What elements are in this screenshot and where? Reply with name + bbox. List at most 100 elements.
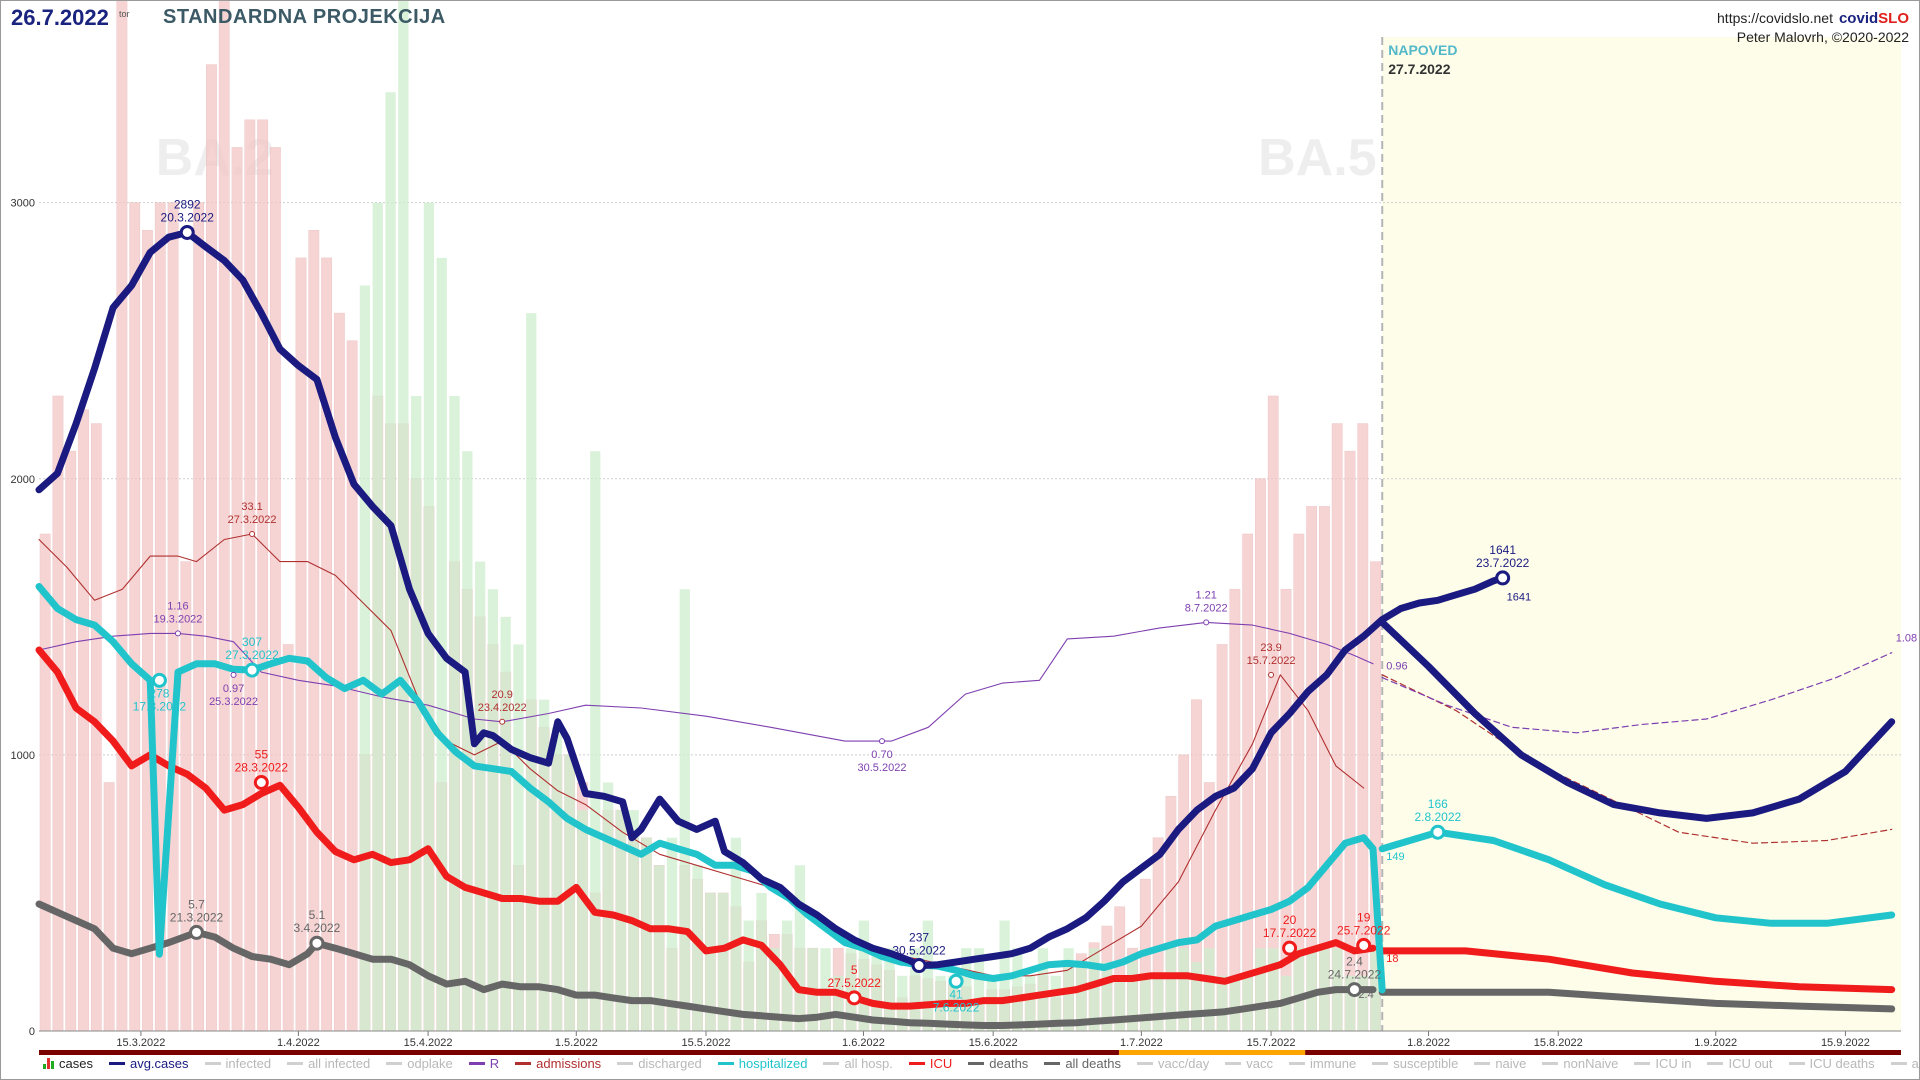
legend-item[interactable]: all ICU bbox=[1890, 1056, 1919, 1071]
admissions-peak-marker bbox=[499, 718, 506, 725]
legend-label: all infected bbox=[308, 1056, 371, 1071]
legend-item[interactable]: ICU deaths bbox=[1788, 1056, 1875, 1071]
discharged-bar bbox=[500, 616, 511, 1031]
legend-item[interactable]: discharged bbox=[617, 1056, 702, 1071]
discharged-bar bbox=[1216, 975, 1228, 1031]
hospitalized-peak-marker bbox=[1430, 824, 1446, 840]
deaths-line bbox=[35, 900, 1377, 1029]
legend-label: cases bbox=[59, 1056, 93, 1071]
discharged-bar bbox=[1344, 975, 1356, 1031]
legend-item[interactable]: avg.cases bbox=[108, 1056, 189, 1071]
legend-item[interactable]: all infected bbox=[287, 1056, 370, 1071]
legend-label: naive bbox=[1495, 1056, 1527, 1071]
y-tick-label: 0 bbox=[29, 1026, 35, 1038]
discharged-bar bbox=[1178, 948, 1189, 1031]
r-peak-date: 30.5.2022 bbox=[858, 762, 907, 774]
legend-item[interactable]: susceptible bbox=[1372, 1056, 1458, 1071]
hospitalized-peak-date: 27.3.2022 bbox=[225, 648, 279, 662]
discharged-bar bbox=[474, 561, 486, 1031]
avg_cases-peak-value: 1641 bbox=[1489, 543, 1516, 557]
legend-swatch bbox=[1225, 1062, 1242, 1065]
legend-swatch bbox=[1890, 1062, 1907, 1065]
icu-peak-date: 27.5.2022 bbox=[828, 976, 882, 990]
discharged-bar bbox=[577, 810, 588, 1031]
legend-item[interactable]: ICU in bbox=[1634, 1056, 1691, 1071]
legend-item[interactable]: hospitalized bbox=[717, 1056, 807, 1071]
discharged-bar bbox=[551, 727, 563, 1031]
hospitalized-peak-date: 2.8.2022 bbox=[1414, 810, 1461, 824]
legend-swatch bbox=[617, 1062, 634, 1065]
icu-peak-date: 28.3.2022 bbox=[235, 761, 289, 775]
discharged-bar bbox=[871, 948, 882, 1031]
deaths-peak-marker bbox=[309, 935, 325, 951]
hospitalized-peak-value: 166 bbox=[1428, 797, 1448, 811]
legend-item[interactable]: vacc bbox=[1225, 1056, 1273, 1071]
discharged-bar bbox=[666, 837, 678, 1031]
avg_cases-line bbox=[35, 229, 1507, 970]
deaths-forecast-line bbox=[1378, 988, 1896, 1013]
r-peak-value: 1.16 bbox=[167, 600, 188, 612]
legend-label: all ICU bbox=[1911, 1056, 1919, 1071]
legend-item[interactable]: admissions bbox=[515, 1056, 601, 1071]
legend-item[interactable]: R bbox=[468, 1056, 499, 1071]
legend-label: all hosp. bbox=[844, 1056, 893, 1071]
cases-bar bbox=[103, 782, 115, 1032]
discharged-bar bbox=[705, 892, 716, 1031]
icu-peak-marker bbox=[253, 775, 269, 790]
cases-bar bbox=[39, 533, 51, 1032]
legend-swatch bbox=[1542, 1062, 1559, 1065]
x-tick-label: 1.7.2022 bbox=[1120, 1037, 1163, 1049]
legend-item[interactable]: vacc/day bbox=[1136, 1056, 1209, 1071]
icu-peak-marker bbox=[1282, 940, 1298, 956]
legend-item[interactable]: cases bbox=[43, 1056, 93, 1071]
legend-item[interactable]: ICU bbox=[908, 1056, 952, 1071]
discharged-bar bbox=[436, 257, 447, 1031]
icu-forecast-line bbox=[1378, 947, 1896, 994]
legend-item[interactable]: all hosp. bbox=[823, 1056, 893, 1071]
forecast-label: NAPOVED bbox=[1388, 42, 1457, 58]
hospitalized-end-label: 149 bbox=[1386, 851, 1404, 863]
legend-label: admissions bbox=[536, 1056, 602, 1071]
discharged-bar bbox=[1357, 975, 1368, 1031]
legend-item[interactable]: odplake bbox=[386, 1056, 453, 1071]
r-peak-value: 0.97 bbox=[223, 683, 244, 695]
legend-item[interactable]: naive bbox=[1474, 1056, 1526, 1071]
legend-item[interactable]: all deaths bbox=[1044, 1056, 1121, 1071]
y-tick-label: 1000 bbox=[11, 750, 35, 762]
icu-peak-value: 20 bbox=[1283, 913, 1297, 927]
site-link[interactable]: https://covidslo.net bbox=[1717, 10, 1833, 26]
legend-item[interactable]: ICU out bbox=[1707, 1056, 1773, 1071]
discharged-bar bbox=[359, 285, 371, 1031]
icu-line bbox=[35, 646, 1377, 1010]
legend-item[interactable]: infected bbox=[204, 1056, 271, 1071]
legend-label: discharged bbox=[638, 1056, 702, 1071]
cases-bar bbox=[116, 1, 128, 1032]
admissions-line bbox=[38, 533, 1365, 977]
legend-item[interactable]: deaths bbox=[968, 1056, 1028, 1071]
r-line bbox=[38, 621, 1374, 742]
discharged-bar bbox=[526, 313, 537, 1032]
x-tick-label: 1.9.2022 bbox=[1694, 1037, 1737, 1049]
deaths-peak-marker bbox=[1346, 982, 1362, 998]
cases-bar bbox=[142, 230, 153, 1032]
discharged-bar bbox=[679, 589, 690, 1031]
discharged-bar bbox=[961, 948, 972, 1031]
cases-bar bbox=[282, 644, 294, 1032]
discharged-bar bbox=[922, 920, 933, 1031]
discharged-bar bbox=[1229, 975, 1241, 1031]
legend-swatch bbox=[515, 1062, 532, 1065]
icu-peak-value: 19 bbox=[1357, 910, 1371, 924]
admissions-peak-marker bbox=[1268, 671, 1275, 678]
legend-swatch bbox=[1707, 1062, 1724, 1065]
discharged-bar bbox=[1152, 975, 1164, 1031]
legend-label: ICU out bbox=[1728, 1056, 1773, 1071]
admissions-peak-value: 33.1 bbox=[241, 501, 262, 513]
brand-logo-part-1: covid bbox=[1838, 10, 1879, 27]
legend-item[interactable]: nonNaive bbox=[1542, 1056, 1618, 1071]
legend-item[interactable]: immune bbox=[1289, 1056, 1356, 1071]
discharged-bar bbox=[410, 395, 422, 1031]
avg_cases-peak-marker bbox=[911, 958, 927, 974]
discharged-bar bbox=[1165, 948, 1177, 1031]
cases-bar bbox=[257, 119, 269, 1032]
x-tick-label: 1.5.2022 bbox=[555, 1037, 598, 1049]
